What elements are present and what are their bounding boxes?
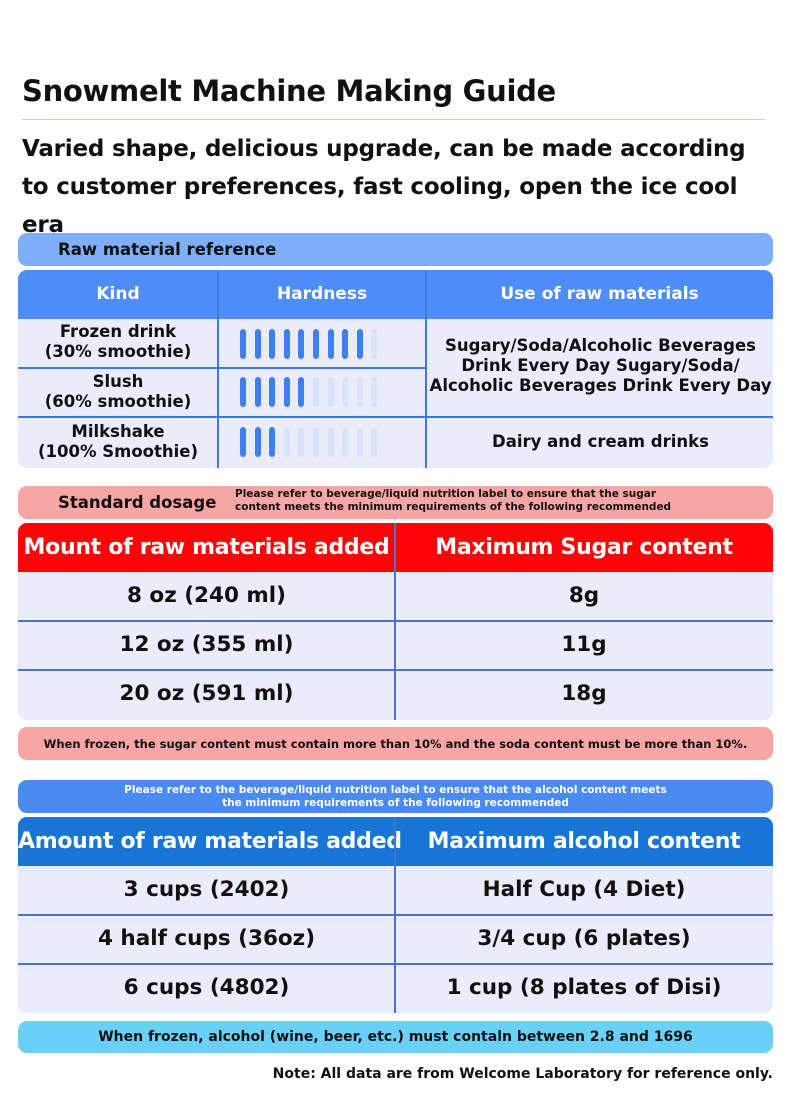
sugar-footer-text: When frozen, the sugar content must cont… xyxy=(43,737,748,751)
table-cell: 11g xyxy=(561,632,607,657)
hardness-bar-empty xyxy=(356,427,363,457)
hardness-bars xyxy=(240,427,378,457)
raw-material-header: Raw material reference xyxy=(18,233,773,266)
alcohol-header: Please refer to the beverage/liquid nutr… xyxy=(18,780,773,813)
hardness-bar-empty xyxy=(327,377,334,407)
hardness-bar-empty xyxy=(371,329,378,359)
hardness-bar-filled xyxy=(312,329,319,359)
page-subtitle: Varied shape, delicious upgrade, can be … xyxy=(22,136,746,238)
row-divider xyxy=(18,416,773,418)
standard-dosage-header: Standard dosage Please refer to beverage… xyxy=(18,486,773,519)
hardness-bar-empty xyxy=(298,427,305,457)
hardness-bar-filled xyxy=(269,427,276,457)
table-cell: 8 oz (240 ml) xyxy=(126,583,286,608)
hardness-bar-filled xyxy=(269,329,276,359)
hardness-bar-filled xyxy=(327,329,334,359)
hardness-bar-filled xyxy=(356,329,363,359)
table-cell: 3/4 cup (6 plates) xyxy=(477,926,691,951)
use-beverages: Sugary/Soda/Alcoholic Beverages Drink Ev… xyxy=(429,336,772,395)
raw-material-table-header: Kind Hardness Use of raw materials xyxy=(18,270,773,319)
table-cell: 6 cups (4802) xyxy=(123,975,290,1000)
table-cell: 20 oz (591 ml) xyxy=(119,681,294,706)
hardness-bar-filled xyxy=(240,377,246,407)
column-use: Use of raw materials xyxy=(500,284,699,304)
table-cell: 12 oz (355 ml) xyxy=(119,632,294,657)
hardness-bar-filled xyxy=(254,377,261,407)
column-divider xyxy=(425,270,427,468)
column-raw-amount: Mount of raw materials added xyxy=(23,535,390,560)
kind-milkshake: Milkshake (100% Smoothie) xyxy=(37,422,199,461)
sugar-footer: When frozen, the sugar content must cont… xyxy=(18,727,773,760)
hardness-bar-empty xyxy=(356,377,363,407)
footnote: Note: All data are from Welcome Laborato… xyxy=(272,1066,773,1082)
table-cell: 4 half cups (36oz) xyxy=(97,926,316,951)
hardness-bars xyxy=(240,377,378,407)
hardness-bar-empty xyxy=(342,377,349,407)
hardness-bar-filled xyxy=(298,377,305,407)
hardness-bar-filled xyxy=(283,329,290,359)
column-max-sugar: Maximum Sugar content xyxy=(435,535,733,560)
table-cell: Half Cup (4 Diet) xyxy=(482,877,686,902)
hardness-bar-filled xyxy=(342,329,349,359)
hardness-bar-empty xyxy=(312,427,319,457)
hardness-bar-empty xyxy=(342,427,349,457)
hardness-bar-empty xyxy=(371,427,378,457)
column-max-alcohol: Maximum alcohol content xyxy=(427,829,741,854)
sugar-note: Please refer to beverage/liquid nutritio… xyxy=(235,488,672,513)
alcohol-note: Please refer to the beverage/liquid nutr… xyxy=(124,784,667,809)
title-divider xyxy=(22,119,765,120)
row-divider xyxy=(18,620,773,622)
column-raw-amount: Amount of raw materials added xyxy=(18,829,402,854)
hardness-bar-empty xyxy=(327,427,334,457)
hardness-bar-filled xyxy=(269,377,276,407)
column-kind: Kind xyxy=(96,284,140,304)
table-cell: 18g xyxy=(561,681,607,706)
hardness-bar-filled xyxy=(254,427,261,457)
row-divider xyxy=(18,914,773,916)
hardness-bar-empty xyxy=(312,377,319,407)
sugar-table: Mount of raw materials added Maximum Sug… xyxy=(18,523,773,720)
table-cell: 1 cup (8 plates of Disi) xyxy=(446,975,722,1000)
table-cell: 8g xyxy=(568,583,600,608)
column-divider xyxy=(217,270,219,468)
hardness-bar-empty xyxy=(283,427,290,457)
alcohol-footer: When frozen, alcohol (wine, beer, etc.) … xyxy=(18,1021,773,1053)
hardness-bars xyxy=(240,329,378,359)
column-hardness: Hardness xyxy=(276,284,368,304)
hardness-bar-filled xyxy=(240,329,246,359)
page-title: Snowmelt Machine Making Guide xyxy=(22,74,556,108)
standard-dosage-heading: Standard dosage xyxy=(58,493,217,512)
row-divider xyxy=(18,963,773,965)
kind-slush: Slush (60% smoothie) xyxy=(44,372,192,411)
raw-material-heading: Raw material reference xyxy=(58,240,277,259)
hardness-bar-filled xyxy=(283,377,290,407)
hardness-bar-filled xyxy=(254,329,261,359)
hardness-bar-filled xyxy=(298,329,305,359)
table-cell: 3 cups (2402) xyxy=(123,877,290,902)
hardness-bar-empty xyxy=(371,377,378,407)
raw-material-table: Kind Hardness Use of raw materials Froze… xyxy=(18,270,773,468)
use-dairy: Dairy and cream drinks xyxy=(492,432,709,451)
kind-frozen-drink: Frozen drink (30% smoothie) xyxy=(44,322,192,361)
row-divider xyxy=(18,367,425,369)
hardness-bar-filled xyxy=(240,427,246,457)
alcohol-footer-text: When frozen, alcohol (wine, beer, etc.) … xyxy=(98,1029,693,1045)
row-divider xyxy=(18,669,773,671)
alcohol-table: Amount of raw materials added Maximum al… xyxy=(18,817,773,1013)
